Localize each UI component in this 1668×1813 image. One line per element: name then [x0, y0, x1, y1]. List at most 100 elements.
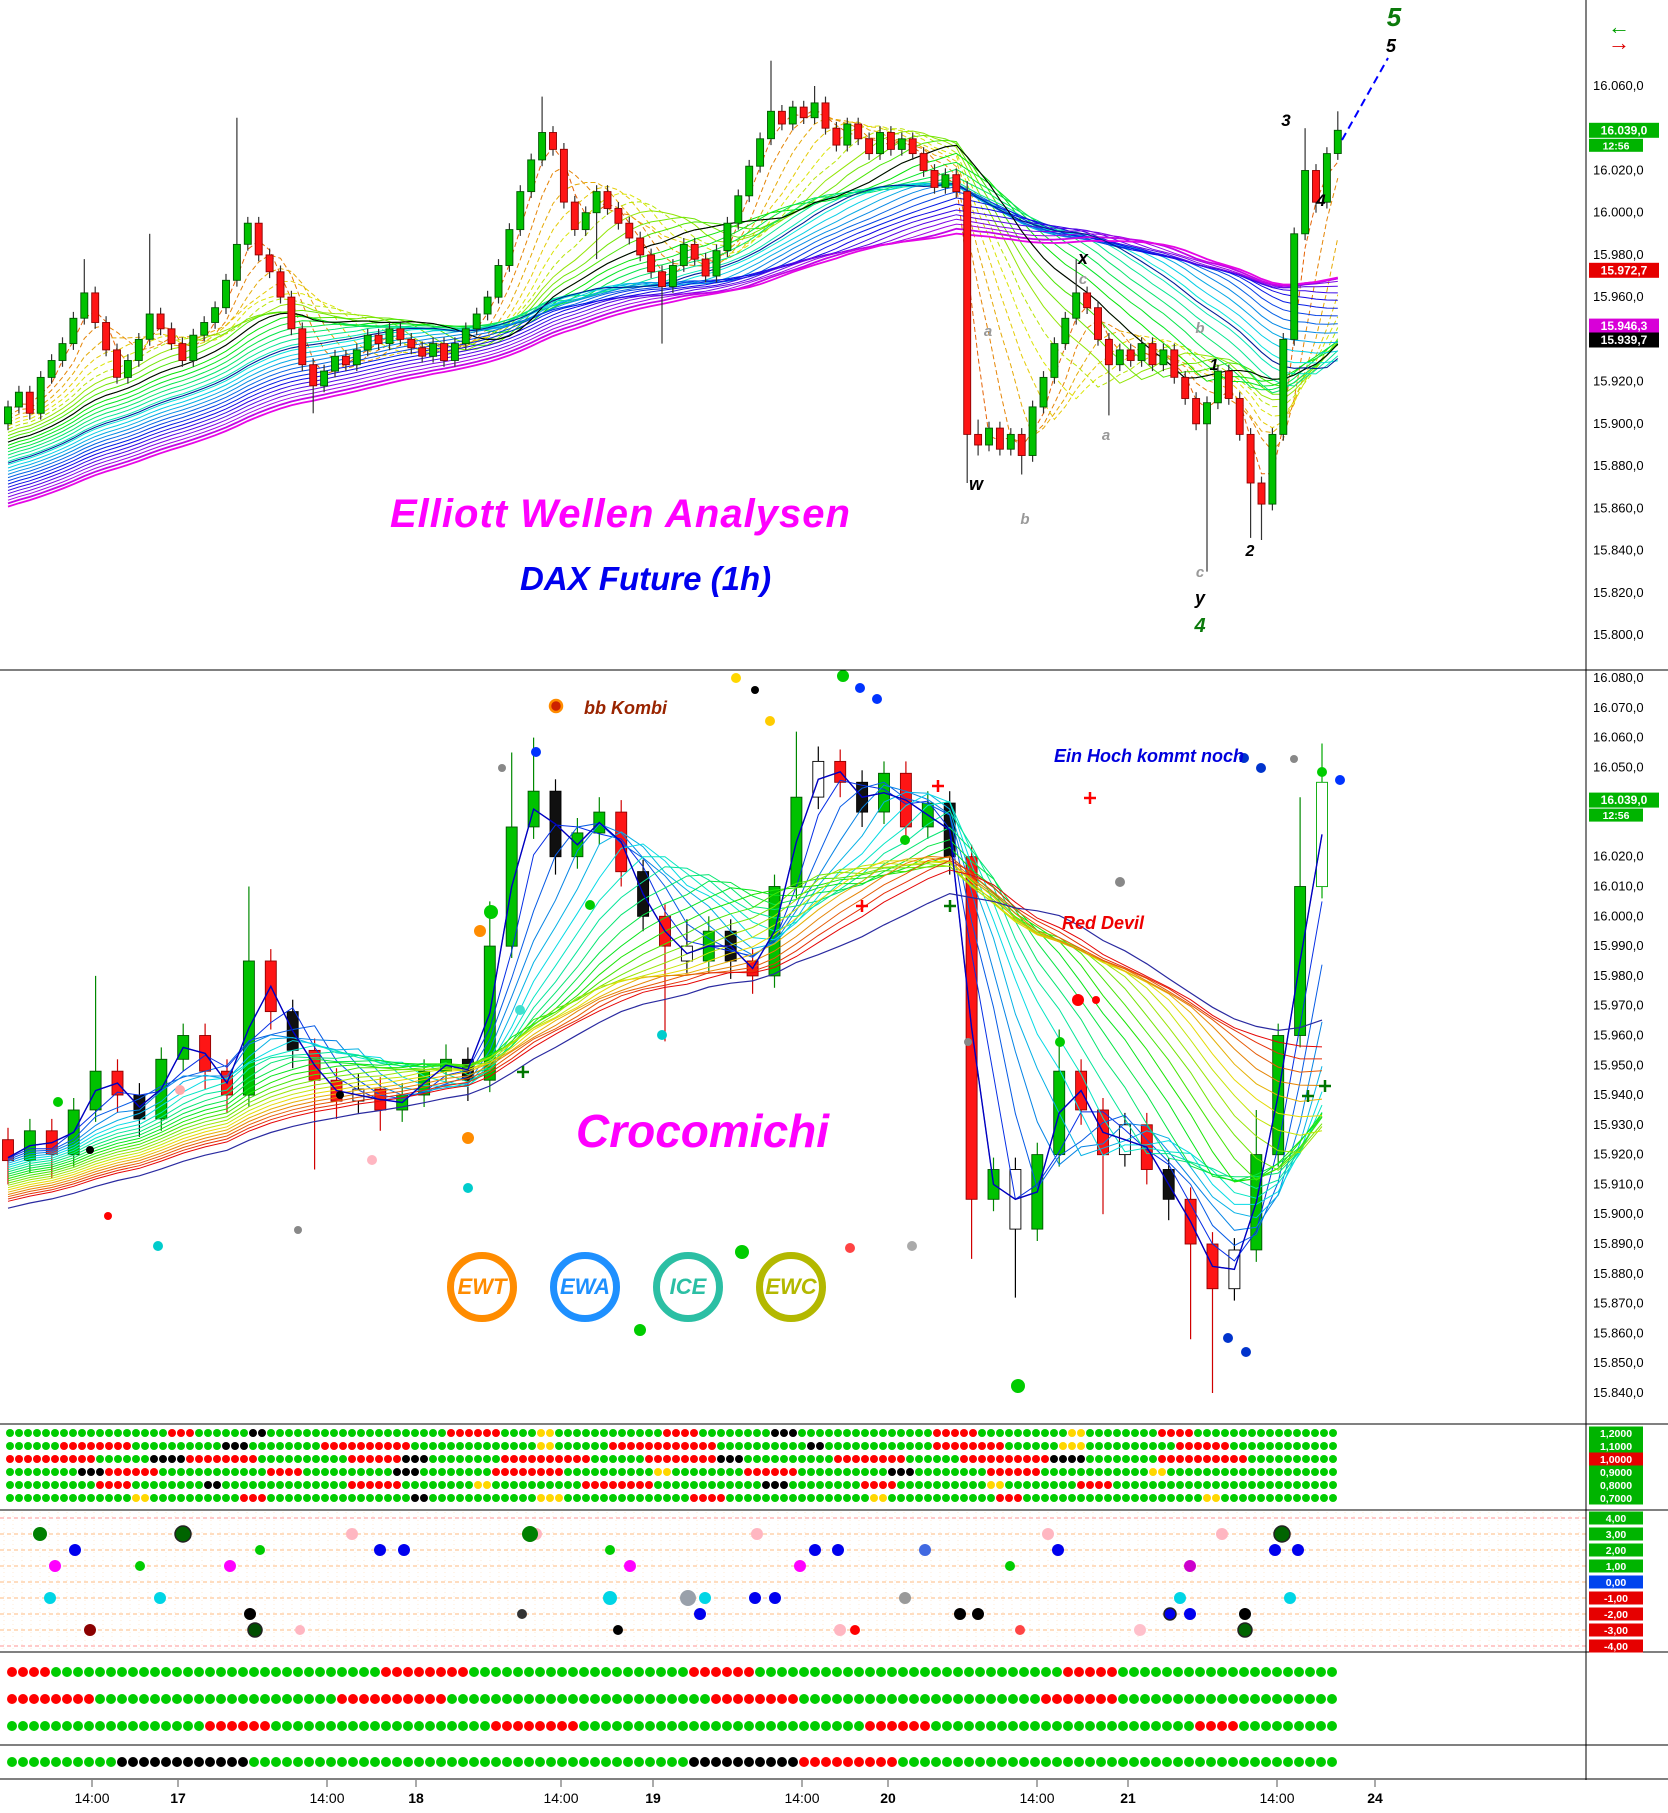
- indicator-dot: [375, 1455, 383, 1463]
- scatter-dot: [1015, 1625, 1025, 1635]
- scatter-dot: [1184, 1608, 1196, 1620]
- indicator-dot: [690, 1455, 698, 1463]
- indicator-dot: [879, 1494, 887, 1502]
- indicator-dot: [177, 1494, 185, 1502]
- wave-label: 1: [1210, 357, 1219, 374]
- price-label: 15.850,0: [1593, 1355, 1644, 1370]
- indicator-dot: [492, 1494, 500, 1502]
- indicator-dot: [986, 1721, 996, 1731]
- indicator-dot: [337, 1757, 347, 1767]
- candle-body: [767, 110, 775, 140]
- indicator-dot: [861, 1494, 869, 1502]
- indicator-dot: [315, 1694, 325, 1704]
- indicator-dot: [789, 1468, 797, 1476]
- indicator-dot: [84, 1757, 94, 1767]
- indicator-dot: [293, 1757, 303, 1767]
- indicator-dot: [348, 1429, 356, 1437]
- indicator-dot: [1239, 1721, 1249, 1731]
- indicator-dot: [807, 1468, 815, 1476]
- indicator-dot: [557, 1721, 567, 1731]
- indicator-dot: [978, 1429, 986, 1437]
- indicator-dot: [260, 1694, 270, 1704]
- indicator-dot: [667, 1757, 677, 1767]
- indicator-dot: [1283, 1721, 1293, 1731]
- scale-tool-icon[interactable]: ←→: [1608, 14, 1630, 55]
- indicator-dot: [798, 1468, 806, 1476]
- indicator-dot: [1140, 1455, 1148, 1463]
- indicator-dot: [447, 1442, 455, 1450]
- indicator-dot: [1230, 1468, 1238, 1476]
- indicator-dot: [733, 1667, 743, 1677]
- indicator-dot: [1068, 1494, 1076, 1502]
- indicator-dot: [852, 1468, 860, 1476]
- indicator-dot: [816, 1468, 824, 1476]
- indicator-dot: [528, 1481, 536, 1489]
- candle-body: [243, 222, 252, 245]
- indicator-dot: [854, 1721, 864, 1731]
- indicator-dot: [276, 1468, 284, 1476]
- indicator-dot: [960, 1455, 968, 1463]
- indicator-dot: [689, 1757, 699, 1767]
- indicator-dot: [744, 1468, 752, 1476]
- price-badge-text: 16.039,0: [1601, 123, 1648, 137]
- indicator-dot: [258, 1455, 266, 1463]
- indicator-dot: [330, 1455, 338, 1463]
- indicator-dot: [339, 1494, 347, 1502]
- wave-label: 5: [1387, 2, 1402, 32]
- price-badge: [1589, 792, 1659, 808]
- indicator-dot: [1305, 1721, 1315, 1731]
- indicator-dot: [897, 1429, 905, 1437]
- signal-dot: [294, 1226, 302, 1234]
- indicator-dot: [699, 1494, 707, 1502]
- indicator-dot: [717, 1442, 725, 1450]
- scatter-dot: [1005, 1561, 1015, 1571]
- indicator-dot: [1077, 1494, 1085, 1502]
- signal-dot: [907, 1241, 917, 1251]
- indicator-dot: [402, 1494, 410, 1502]
- indicator-dot: [62, 1757, 72, 1767]
- indicator-dot: [879, 1429, 887, 1437]
- candle-body: [418, 347, 427, 357]
- indicator-dot: [1248, 1442, 1256, 1450]
- indicator-dot: [105, 1455, 113, 1463]
- indicator-dot: [744, 1442, 752, 1450]
- indicator-dot: [528, 1468, 536, 1476]
- indicator-dot: [1203, 1494, 1211, 1502]
- indicator-dot: [663, 1468, 671, 1476]
- indicator-dot: [1261, 1667, 1271, 1677]
- indicator-dot: [293, 1694, 303, 1704]
- indicator-dot: [348, 1667, 358, 1677]
- indicator-dot: [933, 1429, 941, 1437]
- indicator-dot: [392, 1694, 402, 1704]
- candle-body: [1224, 370, 1233, 399]
- indicator-dot: [1032, 1442, 1040, 1450]
- indicator-dot: [159, 1429, 167, 1437]
- indicator-dot: [1030, 1667, 1040, 1677]
- indicator-dot: [852, 1494, 860, 1502]
- indicator-dot: [854, 1757, 864, 1767]
- indicator-dot: [1250, 1757, 1260, 1767]
- scatter-dot: [624, 1560, 636, 1572]
- indicator-dot: [1176, 1468, 1184, 1476]
- indicator-dot: [766, 1757, 776, 1767]
- indicator-dot: [933, 1442, 941, 1450]
- indicator-dot: [969, 1442, 977, 1450]
- indicator-dot: [1005, 1468, 1013, 1476]
- indicator-dot: [480, 1667, 490, 1677]
- indicator-dot: [964, 1667, 974, 1677]
- price-label: 15.890,0: [1593, 1236, 1644, 1251]
- signal-dot: [153, 1241, 163, 1251]
- wave-label: a: [1102, 427, 1110, 444]
- indicator-dot: [469, 1694, 479, 1704]
- indicator-dot: [1167, 1442, 1175, 1450]
- oscillator-dot-grid: [6, 1429, 1337, 1502]
- indicator-dot: [645, 1694, 655, 1704]
- signal-dot: [751, 686, 759, 694]
- indicator-dot: [1230, 1429, 1238, 1437]
- indicator-dot: [1250, 1721, 1260, 1731]
- candle-body: [843, 123, 852, 146]
- indicator-dot: [618, 1455, 626, 1463]
- indicator-dot: [213, 1494, 221, 1502]
- indicator-dot: [753, 1481, 761, 1489]
